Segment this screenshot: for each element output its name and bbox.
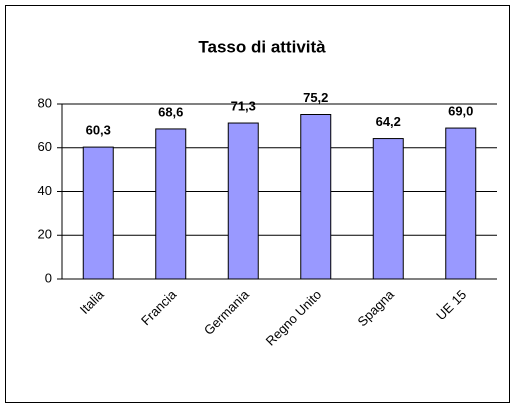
y-tick-label: 80: [38, 95, 52, 110]
value-label: 68,6: [158, 104, 183, 119]
bar: [82, 146, 114, 280]
value-label: 69,0: [448, 104, 473, 119]
bar: [372, 138, 404, 280]
bar: [227, 122, 259, 280]
y-tick-label: 60: [38, 139, 52, 154]
y-tick-label: 20: [38, 227, 52, 242]
value-label: 60,3: [86, 123, 111, 138]
y-tick-label: 40: [38, 183, 52, 198]
bar: [445, 127, 477, 280]
value-label: 64,2: [376, 114, 401, 129]
value-label: 75,2: [303, 90, 328, 105]
bar: [300, 114, 332, 280]
y-tick-label: 0: [45, 270, 52, 285]
bar: [155, 128, 187, 280]
chart-title: Tasso di attività: [198, 37, 326, 56]
value-label: 71,3: [231, 98, 256, 113]
